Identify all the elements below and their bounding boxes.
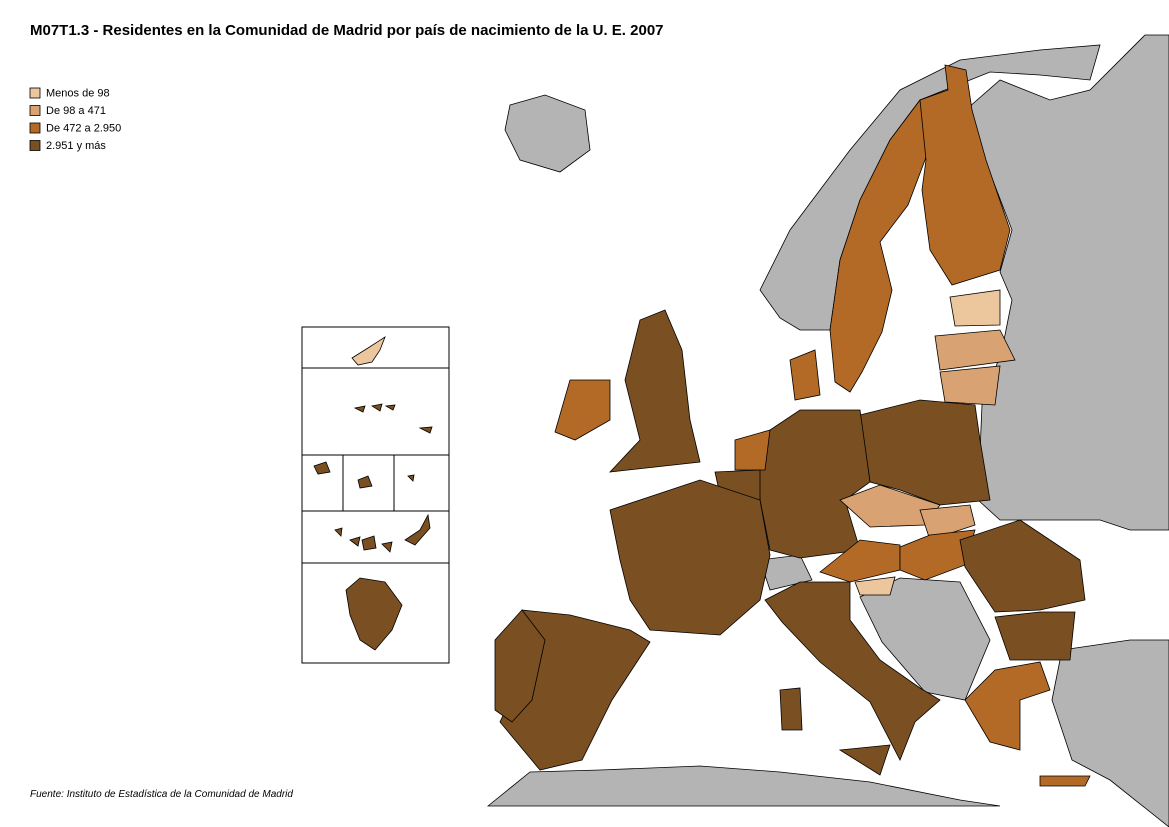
map-title: M07T1.3 - Residentes en la Comunidad de … xyxy=(30,22,664,39)
legend: Menos de 98 De 98 a 471 De 472 a 2.950 2.95… xyxy=(29,87,121,152)
map-geography xyxy=(486,34,1169,827)
legend-swatch xyxy=(29,122,41,134)
legend-label: De 98 a 471 xyxy=(46,105,106,117)
source-note: Fuente: Instituto de Estadística de la C… xyxy=(30,789,293,800)
inset-maps xyxy=(301,326,450,664)
legend-swatch xyxy=(29,140,41,151)
legend-label: Menos de 98 xyxy=(46,87,110,99)
legend-swatch xyxy=(29,105,41,116)
legend-swatch xyxy=(29,87,41,99)
legend-label: De 472 a 2.950 xyxy=(46,122,121,134)
legend-label: 2.951 y más xyxy=(46,140,106,152)
